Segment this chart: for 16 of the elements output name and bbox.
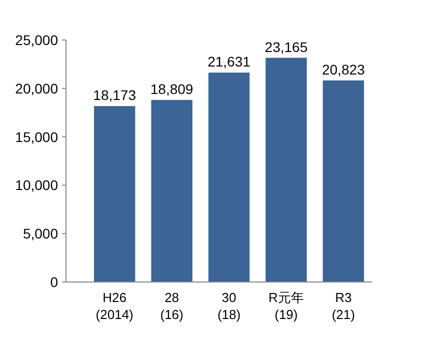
y-tick-label: 20,000 bbox=[15, 80, 58, 96]
y-tick-label: 0 bbox=[50, 274, 58, 290]
y-tick-label: 25,000 bbox=[15, 32, 58, 48]
y-tick-label: 10,000 bbox=[15, 177, 58, 194]
y-tick-label: 5,000 bbox=[22, 226, 58, 242]
y-tick-label: 15,000 bbox=[15, 128, 58, 145]
data-label: 18,173 bbox=[93, 87, 136, 104]
x-tick-label: R元年 (19) bbox=[268, 290, 304, 322]
x-tick-label: H26 (2014) bbox=[96, 290, 134, 322]
x-tick-label: 30 (18) bbox=[217, 290, 241, 322]
data-label: 18,809 bbox=[150, 80, 194, 97]
data-label: 21,631 bbox=[208, 54, 251, 70]
data-label: 23,165 bbox=[264, 38, 308, 55]
data-label: 20,823 bbox=[322, 61, 366, 78]
x-tick-label: R3 (21) bbox=[332, 290, 355, 322]
x-tick-label: 28 (16) bbox=[160, 290, 184, 322]
